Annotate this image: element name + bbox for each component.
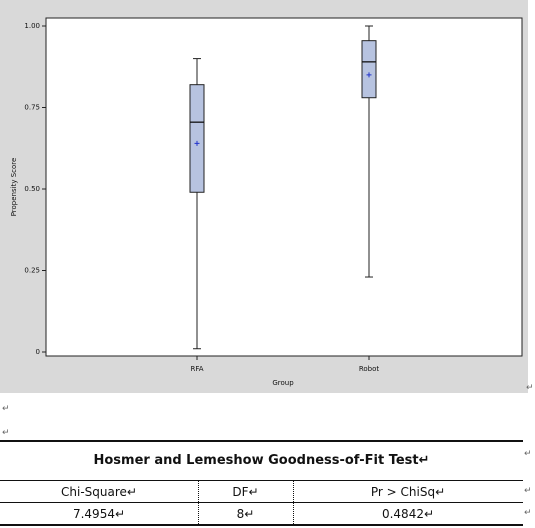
table-rule bbox=[0, 502, 523, 503]
y-tick-label: 0.75 bbox=[24, 104, 40, 112]
paragraph-mark: ↵ bbox=[2, 428, 10, 438]
y-tick-label: 0.25 bbox=[24, 267, 40, 275]
table-rule bbox=[0, 440, 523, 442]
x-tick-label: RFA bbox=[190, 365, 203, 373]
header-cell: Chi-Square↵ bbox=[61, 485, 137, 499]
chart: Propensity Score Group 0 0.25 0.50 0.75 1.00… bbox=[0, 0, 528, 393]
header-cell: DF↵ bbox=[232, 485, 259, 499]
mean-marker bbox=[194, 140, 200, 146]
plot-area bbox=[45, 17, 523, 357]
x-axis-label: Group bbox=[272, 379, 294, 387]
y-axis-label: Propensity Score bbox=[10, 158, 18, 217]
paragraph-mark: ↵ bbox=[524, 449, 532, 459]
x-tick-label: Robot bbox=[359, 365, 380, 373]
column-divider bbox=[293, 481, 294, 524]
y-tick-label: 0 bbox=[36, 348, 40, 356]
table-cell: 8↵ bbox=[236, 507, 255, 521]
table-cell: 7.4954↵ bbox=[72, 507, 126, 521]
table-rule bbox=[0, 524, 523, 526]
y-tick-label: 1.00 bbox=[24, 22, 40, 30]
column-divider bbox=[198, 481, 199, 524]
header-cell: Pr > ChiSq↵ bbox=[370, 485, 446, 499]
y-tick-label: 0.50 bbox=[24, 185, 40, 193]
paragraph-mark: ↵ bbox=[524, 486, 532, 496]
paragraph-mark: ↵ bbox=[526, 383, 534, 393]
mean-marker bbox=[366, 72, 372, 78]
table-cell: 0.4842↵ bbox=[381, 507, 435, 521]
table-rule bbox=[0, 480, 523, 481]
box bbox=[189, 84, 205, 193]
box bbox=[361, 40, 377, 99]
paragraph-mark: ↵ bbox=[524, 508, 532, 518]
table-title: Hosmer and Lemeshow Goodness-of-Fit Test… bbox=[93, 453, 430, 468]
paragraph-mark: ↵ bbox=[2, 404, 10, 414]
